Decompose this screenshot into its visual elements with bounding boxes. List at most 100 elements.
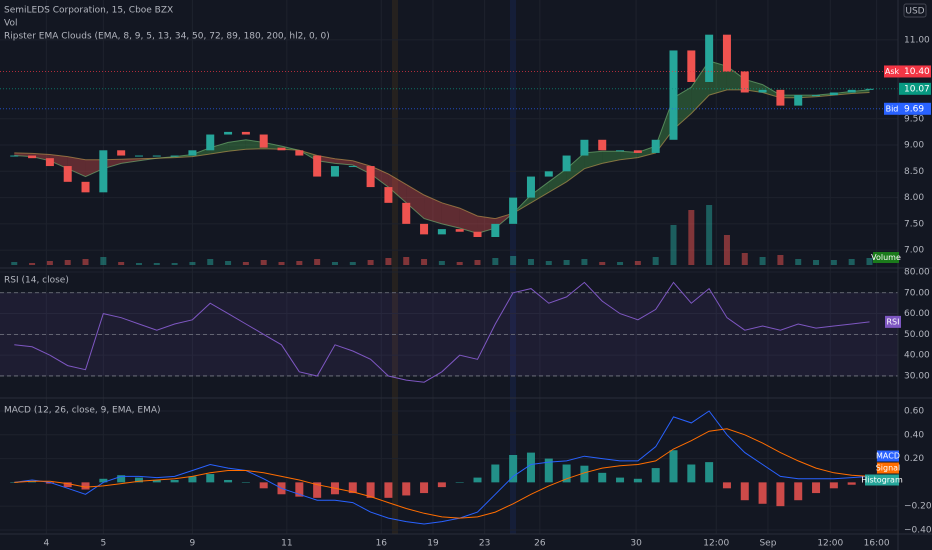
histogram-bar bbox=[402, 482, 411, 496]
histogram-bar bbox=[437, 482, 446, 488]
volume-bar bbox=[349, 262, 356, 265]
price-tag-value: 10.40 bbox=[904, 67, 930, 77]
histogram-bar bbox=[722, 482, 731, 489]
candle bbox=[722, 34, 731, 72]
candle bbox=[847, 89, 856, 93]
y-tick-label: −0.40 bbox=[904, 525, 932, 535]
volume-bar bbox=[403, 257, 410, 265]
candle bbox=[687, 50, 696, 82]
x-tick-label: 19 bbox=[427, 539, 439, 549]
volume-bar bbox=[153, 263, 160, 265]
histogram-bar bbox=[348, 482, 357, 494]
volume-bar bbox=[866, 258, 873, 265]
candle bbox=[348, 166, 357, 168]
volume-bar bbox=[492, 258, 499, 265]
y-tick-label: 30.00 bbox=[904, 371, 930, 381]
candle bbox=[241, 131, 250, 135]
candle bbox=[45, 158, 54, 167]
volume-bar bbox=[474, 260, 481, 265]
histogram-bar bbox=[99, 478, 108, 483]
ema-cloud bbox=[744, 79, 763, 93]
volume-bar bbox=[331, 262, 338, 265]
candle bbox=[562, 155, 571, 172]
volume-bar bbox=[723, 235, 730, 265]
candle bbox=[491, 223, 500, 237]
currency[interactable]: USD bbox=[905, 7, 924, 17]
volume-bar bbox=[706, 205, 713, 265]
candle bbox=[758, 89, 767, 93]
ema-cloud bbox=[103, 159, 122, 169]
candle bbox=[633, 150, 642, 153]
candle bbox=[28, 155, 37, 159]
candle bbox=[420, 223, 429, 235]
chart-title: SemiLEDS Corporation, 15, Cboe BZX bbox=[4, 6, 173, 16]
ema-cloud bbox=[388, 173, 407, 203]
volume-bar bbox=[135, 263, 142, 265]
histogram-bar bbox=[134, 477, 143, 483]
session-highlight bbox=[392, 0, 398, 534]
rsi-tag-box bbox=[885, 315, 901, 328]
currency-box[interactable] bbox=[903, 3, 927, 18]
ema-cloud bbox=[762, 84, 781, 98]
candle bbox=[705, 34, 714, 82]
ema-cloud bbox=[210, 142, 229, 154]
legend-tag: MACD bbox=[876, 452, 900, 461]
price-tag bbox=[899, 102, 931, 115]
plot-layer bbox=[0, 34, 898, 525]
histogram-bar bbox=[562, 464, 571, 483]
candle bbox=[330, 166, 339, 177]
volume-bar bbox=[82, 259, 89, 265]
histogram-bar bbox=[580, 465, 589, 483]
histogram-bar bbox=[259, 482, 268, 489]
price-tag-value: 9.69 bbox=[904, 104, 924, 114]
price-tag-name: Bid bbox=[886, 104, 899, 113]
y-tick-label: 60.00 bbox=[904, 309, 930, 319]
candle bbox=[812, 95, 821, 97]
candle bbox=[865, 88, 874, 90]
volume-bar bbox=[830, 260, 837, 265]
volume-bar bbox=[242, 262, 249, 265]
candle bbox=[402, 202, 411, 224]
volume-bar bbox=[421, 259, 428, 265]
candle bbox=[99, 150, 108, 193]
ema-cloud bbox=[530, 181, 549, 203]
histogram-bar bbox=[313, 482, 322, 498]
legend-tag: Signal bbox=[876, 464, 901, 473]
volume-bar bbox=[225, 261, 232, 265]
volume-bar bbox=[599, 262, 606, 265]
volume-bar bbox=[29, 263, 36, 265]
rsi-tag: RSI bbox=[887, 317, 900, 326]
histogram-bar bbox=[420, 482, 429, 494]
ema-cloud bbox=[637, 146, 656, 158]
macd-title: MACD (12, 26, close, 9, EMA, EMA) bbox=[4, 406, 161, 416]
histogram-bar bbox=[241, 482, 250, 483]
histogram-bar bbox=[63, 482, 72, 488]
volume-bar bbox=[617, 262, 624, 265]
histogram-bar bbox=[295, 482, 304, 497]
y-tick-label: 9.00 bbox=[904, 141, 924, 151]
ema-cloud bbox=[655, 97, 674, 153]
candle bbox=[117, 150, 126, 156]
histogram-bar bbox=[526, 452, 535, 483]
histogram-bar bbox=[28, 481, 37, 483]
histogram-bar bbox=[687, 464, 696, 483]
volume-bar bbox=[545, 261, 552, 265]
histogram-bar bbox=[705, 462, 714, 483]
indicator-title: Ripster EMA Clouds (EMA, 8, 9, 5, 13, 34… bbox=[4, 32, 330, 42]
y-tick-label: 0.20 bbox=[904, 454, 924, 464]
candle bbox=[598, 139, 607, 151]
ema-cloud bbox=[121, 158, 139, 164]
rsi-title: RSI (14, close) bbox=[4, 276, 69, 286]
y-tick-label: 70.00 bbox=[904, 288, 930, 298]
candle bbox=[224, 131, 233, 135]
candle bbox=[384, 187, 393, 203]
ema-cloud bbox=[441, 202, 460, 229]
histogram-bar bbox=[616, 477, 625, 483]
histogram-bar bbox=[473, 477, 482, 483]
histogram-bar bbox=[847, 482, 856, 485]
candle bbox=[206, 134, 215, 151]
y-tick-label: −0.20 bbox=[904, 502, 932, 512]
candle bbox=[616, 150, 625, 152]
volume-bar bbox=[777, 255, 784, 265]
